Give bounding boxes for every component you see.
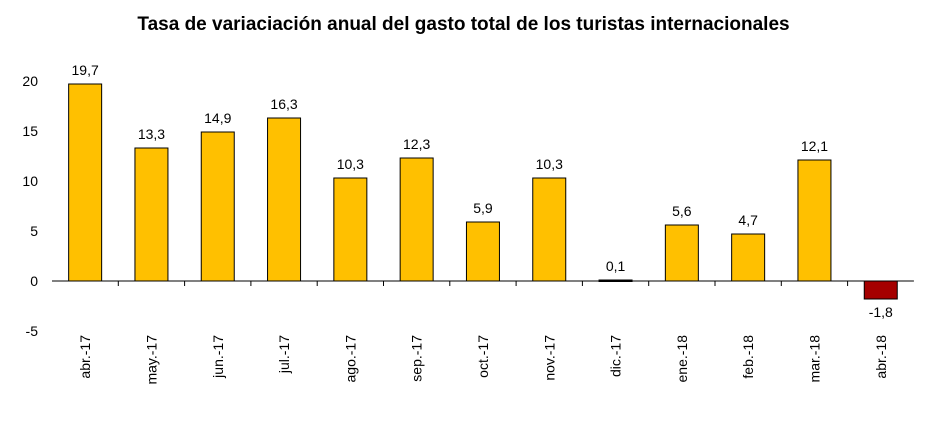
x-category-label: ago.-17 (342, 335, 358, 383)
x-category-label: abr.-18 (873, 335, 889, 379)
y-tick-label: 5 (30, 223, 38, 239)
bar (797, 159, 832, 282)
data-label: 12,3 (403, 136, 430, 152)
y-tick-label: 0 (30, 273, 38, 289)
bar (267, 117, 302, 282)
data-label: 14,9 (204, 110, 231, 126)
x-category-label: jun.-17 (210, 335, 226, 379)
x-category-label: nov.-17 (541, 335, 557, 381)
y-tick-label: 15 (22, 123, 38, 139)
bar (134, 147, 169, 282)
bar (863, 280, 898, 300)
bar (664, 224, 699, 282)
data-label: 4,7 (738, 212, 758, 228)
data-label: 5,6 (672, 203, 692, 219)
bar (532, 177, 567, 282)
x-category-label: mar.-18 (806, 335, 822, 383)
bar (333, 177, 368, 282)
bar (465, 221, 500, 282)
x-category-label: may.-17 (143, 335, 159, 385)
x-category-label: ene.-18 (674, 335, 690, 383)
chart-title: Tasa de variaciación anual del gasto tot… (137, 14, 790, 35)
x-category-label: sep.-17 (409, 335, 425, 382)
data-label: 5,9 (473, 200, 493, 216)
x-category-label: abr.-17 (77, 335, 93, 379)
y-tick-label: 10 (22, 173, 38, 189)
x-category-label: oct.-17 (475, 335, 491, 378)
y-tick-label: -5 (26, 323, 39, 339)
data-label: 13,3 (138, 126, 165, 142)
bar (68, 83, 103, 282)
data-label: 19,7 (72, 62, 99, 78)
bar (731, 233, 766, 282)
x-category-label: jul.-17 (276, 335, 292, 374)
data-label: 10,3 (536, 156, 563, 172)
x-category-label: feb.-18 (740, 335, 756, 379)
y-tick-label: 20 (22, 73, 38, 89)
data-label: 0,1 (606, 258, 626, 274)
bar (200, 131, 235, 282)
data-label: 10,3 (337, 156, 364, 172)
data-label: -1,8 (869, 304, 893, 320)
data-label: 16,3 (270, 96, 297, 112)
data-label: 12,1 (801, 138, 828, 154)
bar (399, 157, 434, 282)
x-category-label: dic.-17 (608, 335, 624, 377)
